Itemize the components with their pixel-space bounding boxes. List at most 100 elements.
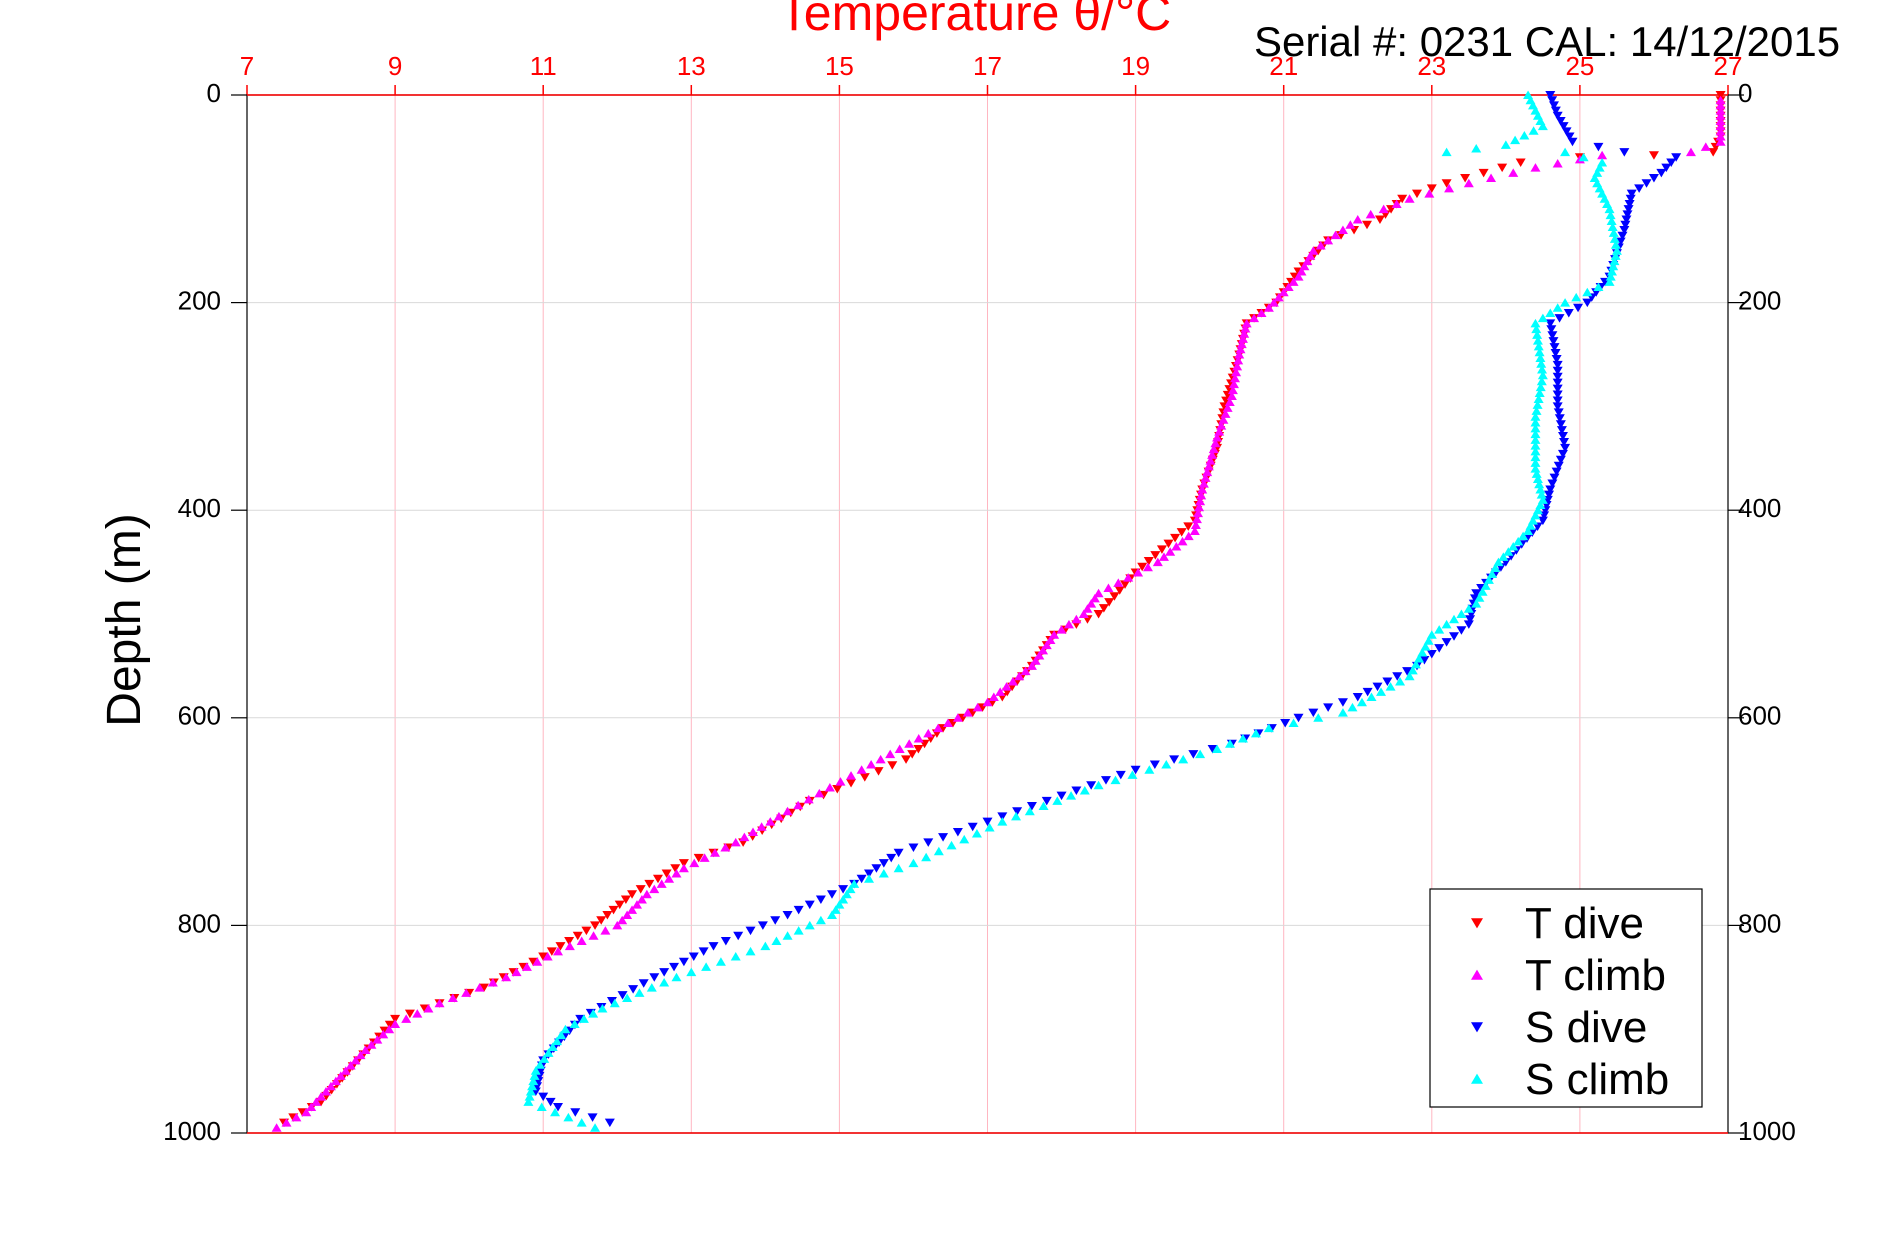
s-climb-point xyxy=(1537,313,1548,323)
x-tick-label: 7 xyxy=(240,51,254,81)
s-climb-point xyxy=(1093,780,1104,790)
s-climb-point xyxy=(1528,516,1539,525)
s-dive-point xyxy=(1012,807,1023,816)
s-dive-point xyxy=(1619,148,1630,157)
t-dive-point xyxy=(608,905,619,915)
s-dive-point xyxy=(1465,615,1476,624)
t-climb-point xyxy=(401,1014,412,1023)
s-dive-point xyxy=(1532,522,1543,532)
t-climb-point xyxy=(366,1040,377,1049)
t-dive-point xyxy=(602,911,613,920)
s-climb-point xyxy=(959,834,970,844)
x-tick-label: 15 xyxy=(825,51,854,81)
s-dive-point xyxy=(1573,303,1584,313)
y-tick-label-right: 800 xyxy=(1738,908,1781,938)
s-climb-point xyxy=(1127,770,1138,779)
t-dive-point xyxy=(901,755,912,764)
t-climb-point xyxy=(1020,666,1031,676)
s-climb-point xyxy=(1313,713,1324,722)
s-dive-point xyxy=(604,1118,615,1128)
t-climb-point xyxy=(1030,656,1041,665)
s-climb-point xyxy=(715,957,726,966)
x-tick-label: 17 xyxy=(973,51,1002,81)
s-dive-point xyxy=(1434,644,1445,653)
t-climb-point xyxy=(447,993,458,1003)
s-climb-point xyxy=(1410,659,1421,669)
s-climb-point xyxy=(730,952,741,961)
s-dive-point xyxy=(1552,111,1563,121)
s-climb-point xyxy=(1079,785,1090,795)
t-climb-point xyxy=(636,894,647,904)
s-climb-point xyxy=(1594,183,1605,193)
t-climb-point xyxy=(1152,557,1163,567)
s-dive-point xyxy=(1547,479,1558,489)
s-climb-point xyxy=(771,936,782,945)
s-dive-point xyxy=(1402,667,1413,676)
t-climb-point xyxy=(1086,599,1097,608)
s-dive-point xyxy=(1552,390,1563,400)
s-climb-point xyxy=(838,894,849,904)
t-climb-point xyxy=(1715,95,1726,105)
t-climb-point xyxy=(1203,461,1214,471)
t-climb-point xyxy=(1330,230,1341,240)
t-climb-point xyxy=(622,910,633,920)
s-dive-point xyxy=(908,843,919,853)
s-climb-point xyxy=(1161,760,1172,769)
y-tick-label-left: 800 xyxy=(178,908,221,938)
y-tick-label-right: 200 xyxy=(1738,285,1781,315)
t-climb-point xyxy=(1183,531,1194,541)
t-dive-point xyxy=(478,983,489,993)
s-climb-point xyxy=(1578,152,1589,162)
s-climb-point xyxy=(1417,648,1428,657)
t-climb-point xyxy=(641,889,652,899)
s-dive-point xyxy=(1557,432,1568,441)
s-climb-point xyxy=(834,900,845,909)
t-climb-point xyxy=(564,941,575,951)
s-climb-point xyxy=(921,852,932,862)
s-climb-point xyxy=(1178,754,1189,764)
s-dive-point xyxy=(1552,396,1563,405)
s-climb-point xyxy=(815,915,826,925)
s-climb-point xyxy=(1608,228,1619,237)
t-climb-point xyxy=(773,811,784,821)
s-climb-point xyxy=(1441,147,1452,157)
t-climb-point xyxy=(553,946,564,956)
t-climb-point xyxy=(384,1024,395,1034)
t-climb-point xyxy=(1230,373,1241,383)
s-dive-point xyxy=(1188,750,1199,759)
y-tick-label-left: 400 xyxy=(178,493,221,523)
s-climb-point xyxy=(1530,435,1541,444)
t-climb-point xyxy=(461,988,472,997)
s-climb-point xyxy=(1535,484,1546,494)
s-dive-point xyxy=(1550,349,1561,358)
t-climb-point xyxy=(720,843,731,852)
y-tick-label-left: 200 xyxy=(178,285,221,315)
t-dive-point xyxy=(572,931,583,941)
t-climb-point xyxy=(350,1055,361,1065)
t-climb-point xyxy=(1278,287,1289,297)
s-climb-point xyxy=(1530,106,1541,115)
s-climb-point xyxy=(1530,464,1541,473)
t-dive-point xyxy=(1708,148,1719,157)
s-dive-point xyxy=(1471,589,1482,598)
s-dive-point xyxy=(1550,106,1561,116)
s-climb-point xyxy=(1066,791,1077,800)
t-climb-point xyxy=(340,1066,351,1075)
s-climb-point xyxy=(1503,547,1514,556)
t-climb-point xyxy=(1014,671,1025,681)
t-climb-point xyxy=(360,1045,371,1054)
t-climb-point xyxy=(1685,147,1696,157)
s-climb-point xyxy=(1449,614,1460,624)
s-climb-point xyxy=(1534,479,1545,489)
s-climb-point xyxy=(1011,811,1022,821)
s-dive-point xyxy=(1555,455,1566,465)
t-climb-point xyxy=(390,1019,401,1029)
y-tick-label-right: 600 xyxy=(1738,701,1781,731)
t-climb-point xyxy=(1463,178,1474,188)
t-dive-point xyxy=(1478,168,1489,178)
t-climb-point xyxy=(1404,194,1415,203)
t-dive-point xyxy=(1715,91,1726,100)
s-climb-point xyxy=(1571,292,1582,302)
s-climb-point xyxy=(576,1118,587,1127)
s-dive-point xyxy=(864,869,875,878)
